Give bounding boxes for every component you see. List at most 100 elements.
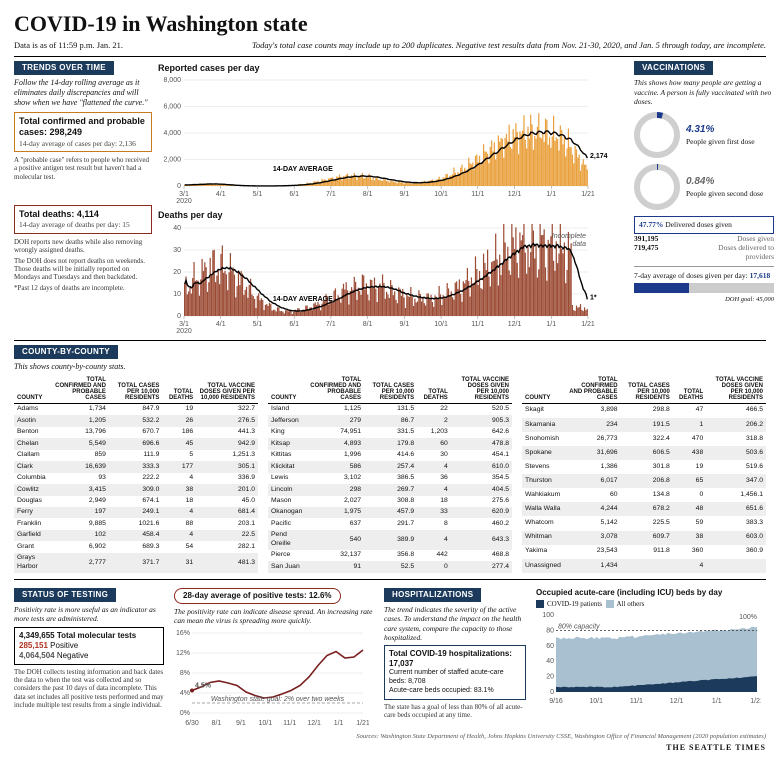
table-row: San Juan9152.50277.4: [268, 561, 512, 572]
svg-text:7/1: 7/1: [326, 321, 336, 328]
svg-text:1/1: 1/1: [712, 698, 722, 705]
page-title: COVID-19 in Washington state: [14, 10, 766, 38]
svg-text:9/1: 9/1: [236, 720, 246, 727]
table-row: Klickitat586257.44610.0: [268, 461, 512, 472]
table-row: Chelan5,549696.645942.9: [14, 438, 258, 449]
table-row: Clallam859111.951,251.3: [14, 450, 258, 461]
cases-box: Total confirmed and probable cases: 298,…: [14, 112, 152, 152]
svg-text:16%: 16%: [176, 630, 190, 637]
svg-text:0%: 0%: [180, 710, 190, 717]
table-row: King74,951331.51,203642.6: [268, 427, 512, 438]
svg-text:5/1: 5/1: [253, 191, 263, 198]
trends-label: TRENDS OVER TIME: [14, 61, 114, 75]
table-row: Mason2,027308.818275.6: [268, 496, 512, 507]
beds-chart: 02040608010080% capacity100%9/1610/111/1…: [536, 611, 761, 706]
table-row: Thurston6,017206.865347.0: [522, 474, 766, 488]
svg-text:3/1: 3/1: [179, 191, 189, 198]
table-row: Adams1,734847.919322.7: [14, 403, 258, 415]
svg-text:1/1: 1/1: [546, 321, 556, 328]
table-row: Whitman3,078609.738603.0: [522, 531, 766, 545]
dose-goal-bar: [634, 283, 774, 293]
svg-text:6/30: 6/30: [185, 720, 199, 727]
svg-text:40: 40: [173, 225, 181, 232]
donut-first-dose: 4.31%People given first dose: [634, 112, 774, 158]
positivity-intro: The positivity rate can indicate disease…: [174, 607, 374, 626]
svg-text:4.5%: 4.5%: [195, 682, 212, 689]
svg-text:2,174: 2,174: [590, 153, 608, 160]
svg-text:2020: 2020: [176, 328, 192, 334]
svg-text:100: 100: [542, 612, 554, 619]
vax-intro: This shows how many people are getting a…: [634, 78, 774, 106]
table-row: Ferry197249.14681.4: [14, 507, 258, 518]
svg-text:6/1: 6/1: [289, 321, 299, 328]
svg-text:14-DAY AVERAGE: 14-DAY AVERAGE: [273, 166, 333, 173]
svg-text:1/21: 1/21: [750, 698, 761, 705]
table-row: Columbia93222.24336.9: [14, 473, 258, 484]
asof-text: Data is as of 11:59 p.m. Jan. 21.: [14, 40, 123, 51]
table-row: Kittitas1,996414.630454.1: [268, 450, 512, 461]
svg-text:1/21: 1/21: [581, 191, 595, 198]
svg-text:data: data: [572, 241, 586, 248]
table-row: Skagit3,898298.847466.5: [522, 403, 766, 418]
cases-chart: 02,0004,0006,0008,0003/120204/15/16/17/1…: [158, 76, 628, 204]
svg-text:4/1: 4/1: [216, 191, 226, 198]
svg-text:6,000: 6,000: [163, 104, 181, 111]
svg-text:11/1: 11/1: [630, 698, 643, 705]
svg-text:1/1: 1/1: [546, 191, 556, 198]
svg-text:8,000: 8,000: [163, 77, 181, 84]
svg-text:4/1: 4/1: [216, 321, 226, 328]
svg-text:0: 0: [177, 313, 181, 320]
svg-text:12/1: 12/1: [508, 321, 522, 328]
trends-intro: Follow the 14-day rolling average as it …: [14, 78, 152, 108]
testing-intro: Positivity rate is more useful as an ind…: [14, 605, 164, 624]
svg-text:8/1: 8/1: [363, 191, 373, 198]
table-row: Douglas2,949674.11845.0: [14, 496, 258, 507]
table-row: Grant6,902689.354282.1: [14, 541, 258, 552]
svg-text:8%: 8%: [180, 670, 190, 677]
svg-text:10: 10: [173, 291, 181, 298]
table-row: Kitsap4,893179.860478.8: [268, 438, 512, 449]
beds-chart-title: Occupied acute-care (including ICU) beds…: [536, 588, 766, 598]
positivity-chart: 0%4%8%12%16%4.5%Washington state goal: 2…: [174, 629, 369, 729]
svg-text:10/1: 10/1: [434, 321, 448, 328]
svg-text:5/1: 5/1: [253, 321, 263, 328]
county-intro: This shows county-by-county stats.: [14, 362, 766, 372]
vax-label: VACCINATIONS: [634, 61, 713, 75]
delivered-box: 47.77% Delivered doses given: [634, 216, 774, 233]
county-tables: COUNTYTOTAL CONFIRMED AND PROBABLE CASES…: [14, 375, 766, 573]
table-row: Clark16,639333.3177305.1: [14, 461, 258, 472]
table-row: Unassigned1,4344: [522, 559, 766, 573]
table-row: Stevens1,386301.819519.6: [522, 460, 766, 474]
svg-text:1/21: 1/21: [581, 321, 595, 328]
county-label: COUNTY-BY-COUNTY: [14, 345, 118, 359]
svg-text:8/1: 8/1: [212, 720, 222, 727]
cases-chart-title: Reported cases per day: [158, 63, 628, 74]
table-row: Pacific637291.78460.2: [268, 518, 512, 529]
table-row: Asotin1,205532.226276.5: [14, 415, 258, 426]
svg-text:6/1: 6/1: [289, 191, 299, 198]
testing-box: 4,349,655 Total molecular tests 285,151 …: [14, 627, 164, 665]
svg-text:80% capacity: 80% capacity: [558, 623, 600, 630]
svg-text:12%: 12%: [176, 650, 190, 657]
svg-text:9/1: 9/1: [399, 321, 409, 328]
svg-text:7/1: 7/1: [326, 191, 336, 198]
svg-text:1*: 1*: [590, 294, 597, 301]
svg-text:2,000: 2,000: [163, 157, 181, 164]
table-row: Grays Harbor2,777371.731481.3: [14, 553, 258, 573]
table-row: Pend Oreille540389.94643.3: [268, 530, 512, 550]
hosp-intro: The trend indicates the severity of the …: [384, 605, 526, 643]
svg-text:0: 0: [177, 183, 181, 190]
svg-text:10/1: 10/1: [434, 191, 448, 198]
table-row: Benton13,796670.7186441.3: [14, 427, 258, 438]
table-row: Yakima23,543911.8360360.9: [522, 545, 766, 559]
svg-text:14-DAY AVERAGE: 14-DAY AVERAGE: [273, 296, 333, 303]
svg-text:12/1: 12/1: [670, 698, 684, 705]
svg-text:12/1: 12/1: [508, 191, 522, 198]
svg-text:40: 40: [546, 658, 554, 665]
table-row: Whatcom5,142225.559383.3: [522, 516, 766, 530]
table-row: Walla Walla4,244678.248651.6: [522, 502, 766, 516]
donut-second-dose: 0.84%People given second dose: [634, 164, 774, 210]
svg-text:60: 60: [546, 642, 554, 649]
svg-text:1/21: 1/21: [356, 720, 369, 727]
svg-text:20: 20: [173, 269, 181, 276]
